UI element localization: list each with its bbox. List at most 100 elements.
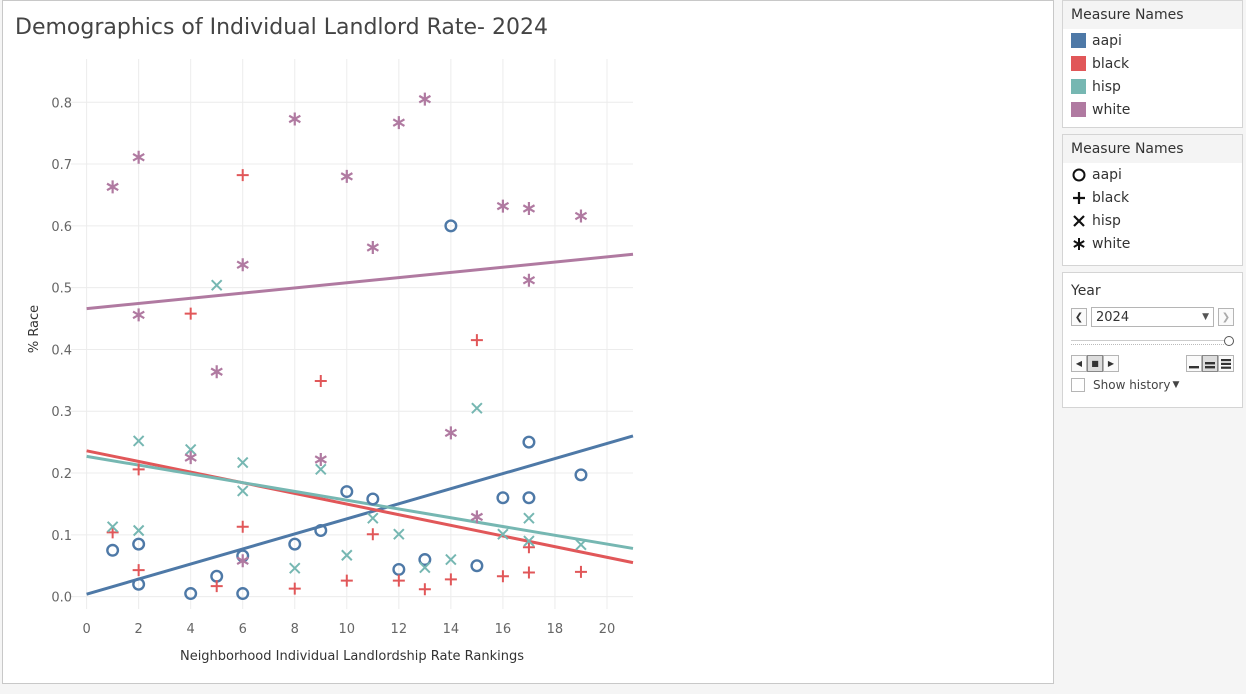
white-point <box>574 209 588 223</box>
hisp-point <box>341 549 353 561</box>
shape-legend-label-black: black <box>1092 189 1130 206</box>
plus-icon <box>1071 191 1087 205</box>
legend-label-black: black <box>1092 55 1130 72</box>
aapi-point <box>470 559 484 573</box>
black-point <box>314 374 327 387</box>
legend-label-aapi: aapi <box>1092 32 1122 49</box>
black-point <box>496 570 509 583</box>
hisp-point <box>184 443 197 456</box>
previous-year-button[interactable]: ❮ <box>1071 308 1087 326</box>
hisp-point <box>237 456 249 469</box>
show-history-row: Show history ▼ <box>1063 378 1242 392</box>
next-year-button[interactable]: ❯ <box>1218 308 1234 326</box>
show-history-label[interactable]: Show history <box>1093 378 1171 392</box>
legend-item-white[interactable]: white <box>1063 98 1242 121</box>
slider-track <box>1071 340 1224 345</box>
aapi-point <box>314 524 328 538</box>
black-point <box>418 583 431 596</box>
hisp-point <box>471 402 483 414</box>
y-tick-label: 0.5 <box>51 282 72 297</box>
hisp-point <box>132 435 145 447</box>
x-tick-label: 16 <box>495 622 512 637</box>
black-trend-line <box>86 449 634 565</box>
x-tick-label: 4 <box>187 622 195 637</box>
x-tick-label: 18 <box>547 622 564 637</box>
shape-legend-title: Measure Names <box>1063 135 1242 163</box>
slider-thumb[interactable] <box>1224 336 1234 346</box>
chevron-down-icon: ▼ <box>1202 312 1209 322</box>
white-point <box>522 273 536 287</box>
white-point <box>106 180 119 194</box>
x-axis-title: Neighborhood Individual Landlordship Rat… <box>180 649 524 664</box>
white-point <box>132 308 145 322</box>
scatter-plot: 0 2 4 6 8 10 12 14 16 18 20 0.0 0.1 0.2 0.3 0.4 0.5 0.6 0.… <box>27 59 634 664</box>
y-tick-label: 0.1 <box>51 529 72 544</box>
speed-fast-button[interactable] <box>1218 355 1234 372</box>
legend-label-white: white <box>1092 101 1131 118</box>
hisp-point <box>289 562 301 574</box>
hisp-point <box>367 512 379 524</box>
speed-slow-button[interactable] <box>1186 355 1202 372</box>
aapi-point <box>132 537 146 551</box>
white-point <box>236 554 249 568</box>
shape-legend-item-black[interactable]: black <box>1063 186 1242 209</box>
black-point <box>574 565 587 578</box>
x-tick-label: 12 <box>391 622 408 637</box>
black-point <box>236 169 249 182</box>
hisp-swatch <box>1071 79 1086 94</box>
black-point <box>444 573 457 586</box>
y-tick-label: 0.6 <box>51 220 72 235</box>
aapi-point <box>522 491 536 505</box>
white-point <box>288 112 301 126</box>
black-point <box>210 580 223 593</box>
white-point <box>496 199 510 213</box>
hisp-trend-line <box>86 454 634 550</box>
hisp-point <box>237 485 249 497</box>
caret-down-icon[interactable]: ▼ <box>1172 380 1180 390</box>
stop-button[interactable]: ■ <box>1087 355 1103 372</box>
speed-medium-button[interactable] <box>1202 355 1218 372</box>
x-icon <box>1071 214 1087 228</box>
step-back-button[interactable]: ◀ <box>1071 355 1087 372</box>
aapi-point <box>340 485 354 499</box>
year-filter: Year ❮ 2024 ▼ ❯ ◀ ■ ▶ S <box>1062 272 1243 408</box>
circle-icon <box>1071 168 1087 182</box>
aapi-point <box>236 587 250 601</box>
y-tick-label: 0.0 <box>51 591 72 606</box>
aapi-point <box>184 587 198 601</box>
x-tick-label: 20 <box>599 622 616 637</box>
show-history-checkbox[interactable] <box>1071 378 1085 392</box>
legend-item-aapi[interactable]: aapi <box>1063 29 1242 52</box>
step-back-icon: ◀ <box>1075 359 1083 368</box>
black-point <box>184 307 197 320</box>
y-tick-label: 0.4 <box>51 343 72 358</box>
aapi-point <box>106 543 120 557</box>
legend-item-hisp[interactable]: hisp <box>1063 75 1242 98</box>
white-point <box>392 116 405 130</box>
black-point <box>522 541 535 554</box>
year-dropdown[interactable]: 2024 ▼ <box>1091 307 1214 327</box>
stop-icon: ■ <box>1091 359 1099 368</box>
x-tick-label: 10 <box>339 622 356 637</box>
aapi-point <box>496 491 510 505</box>
color-legend: Measure Names aapi black hisp white <box>1062 0 1243 128</box>
y-tick-label: 0.7 <box>51 158 72 173</box>
shape-legend-item-white[interactable]: white <box>1063 232 1242 255</box>
year-slider[interactable] <box>1071 333 1234 351</box>
black-point <box>470 334 483 347</box>
white-point <box>210 365 223 379</box>
black-point <box>132 463 145 476</box>
y-tick-label: 0.3 <box>51 405 72 420</box>
black-point <box>236 520 249 533</box>
shape-legend-item-hisp[interactable]: hisp <box>1063 209 1242 232</box>
white-point <box>522 202 536 216</box>
step-forward-button[interactable]: ▶ <box>1103 355 1119 372</box>
shape-legend-item-aapi[interactable]: aapi <box>1063 163 1242 186</box>
legend-item-black[interactable]: black <box>1063 52 1242 75</box>
y-tick-label: 0.2 <box>51 467 72 482</box>
aapi-point <box>574 468 588 482</box>
aapi-trend-line <box>86 434 634 596</box>
hisp-point <box>393 528 405 540</box>
hisp-point <box>445 553 457 566</box>
playback-controls: ◀ ■ ▶ <box>1063 355 1242 372</box>
